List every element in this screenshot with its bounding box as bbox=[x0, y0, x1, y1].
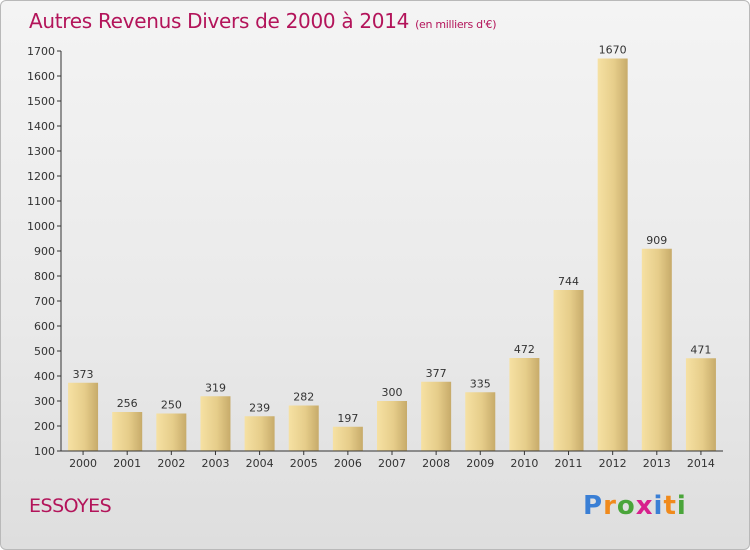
x-tick-label: 2014 bbox=[687, 457, 715, 470]
x-tick-label: 2007 bbox=[378, 457, 406, 470]
y-tick-label: 1100 bbox=[27, 195, 55, 208]
y-axis: 100 200 300 400 500 600 700 800 900 1000 1100 1200 1… bbox=[27, 45, 62, 458]
x-tick-label: 2013 bbox=[643, 457, 671, 470]
bar-2006 bbox=[332, 426, 363, 451]
x-tick-label: 2001 bbox=[113, 457, 141, 470]
bar-value-label: 744 bbox=[558, 275, 579, 288]
y-tick-label: 800 bbox=[34, 270, 55, 283]
bar-value-label: 239 bbox=[249, 401, 270, 414]
chart-title: Autres Revenus Divers de 2000 à 2014 (en … bbox=[29, 9, 497, 33]
bar-value-label: 197 bbox=[337, 412, 358, 425]
logo-letter: i bbox=[653, 491, 664, 521]
chart-subtitle: (en milliers d'€) bbox=[415, 18, 497, 31]
bar-value-label: 472 bbox=[514, 343, 535, 356]
y-tick-label: 200 bbox=[34, 420, 55, 433]
bar-2003 bbox=[200, 396, 231, 451]
place-name: ESSOYES bbox=[29, 495, 112, 517]
x-tick-label: 2002 bbox=[157, 457, 185, 470]
x-tick-label: 2004 bbox=[246, 457, 274, 470]
x-tick-label: 2008 bbox=[422, 457, 450, 470]
y-tick-label: 1000 bbox=[27, 220, 55, 233]
y-tick-label: 1400 bbox=[27, 120, 55, 133]
y-tick-label: 1600 bbox=[27, 70, 55, 83]
proxiti-logo[interactable]: Proxiti bbox=[583, 491, 687, 521]
logo-letter: r bbox=[603, 491, 617, 521]
bar-value-label: 300 bbox=[382, 386, 403, 399]
bar-value-label: 256 bbox=[117, 397, 138, 410]
y-tick-label: 500 bbox=[34, 345, 55, 358]
logo-letter: P bbox=[583, 491, 604, 521]
logo-letter: i bbox=[676, 491, 687, 521]
y-tick-label: 1500 bbox=[27, 95, 55, 108]
bar-2002 bbox=[156, 413, 187, 451]
y-tick-label: 1200 bbox=[27, 170, 55, 183]
y-tick-label: 400 bbox=[34, 370, 55, 383]
y-tick-label: 300 bbox=[34, 395, 55, 408]
y-tick-label: 1300 bbox=[27, 145, 55, 158]
bar-2000 bbox=[68, 382, 99, 451]
x-tick-label: 2011 bbox=[555, 457, 583, 470]
bar-2007 bbox=[377, 401, 407, 451]
bar-value-label: 377 bbox=[426, 367, 447, 380]
x-axis: 2000 2001 2002 2003 2004 2005 2006 2007 2008 2009… bbox=[61, 450, 723, 470]
bar-value-label: 319 bbox=[205, 381, 226, 394]
bar-2008 bbox=[421, 381, 452, 451]
x-tick-label: 2009 bbox=[466, 457, 494, 470]
bar-2001 bbox=[112, 412, 143, 451]
x-tick-label: 2006 bbox=[334, 457, 362, 470]
x-tick-label: 2003 bbox=[201, 457, 229, 470]
bar-value-label: 1670 bbox=[599, 44, 627, 57]
bar-value-label: 471 bbox=[690, 343, 711, 356]
bar-value-label: 335 bbox=[470, 377, 491, 390]
x-tick-label: 2000 bbox=[69, 457, 97, 470]
x-tick-label: 2005 bbox=[290, 457, 318, 470]
bar-2012 bbox=[597, 58, 628, 451]
bar-2009 bbox=[465, 392, 496, 451]
logo-letter: t bbox=[663, 491, 677, 521]
bar-2005 bbox=[288, 405, 319, 451]
bars-group: 373 256 250 319 239 282 197 300 377 335 472 744 1670… bbox=[68, 44, 716, 451]
y-tick-label: 600 bbox=[34, 320, 55, 333]
bar-2011 bbox=[553, 290, 584, 451]
logo-letter: x bbox=[635, 491, 654, 521]
bar-value-label: 282 bbox=[293, 391, 314, 404]
x-tick-label: 2010 bbox=[510, 457, 538, 470]
bar-2010 bbox=[509, 358, 540, 451]
y-tick-label: 1700 bbox=[27, 45, 55, 58]
y-tick-label: 700 bbox=[34, 295, 55, 308]
y-tick-label: 100 bbox=[34, 445, 55, 458]
bar-value-label: 909 bbox=[646, 234, 667, 247]
bar-2014 bbox=[685, 358, 716, 451]
chart-title-text: Autres Revenus Divers de 2000 à 2014 bbox=[29, 9, 410, 33]
bar-value-label: 250 bbox=[161, 399, 182, 412]
bar-2013 bbox=[641, 248, 672, 451]
y-tick-label: 900 bbox=[34, 245, 55, 258]
logo-letter: o bbox=[616, 491, 636, 521]
bar-value-label: 373 bbox=[73, 368, 94, 381]
bar-2004 bbox=[244, 416, 275, 451]
x-tick-label: 2012 bbox=[599, 457, 627, 470]
